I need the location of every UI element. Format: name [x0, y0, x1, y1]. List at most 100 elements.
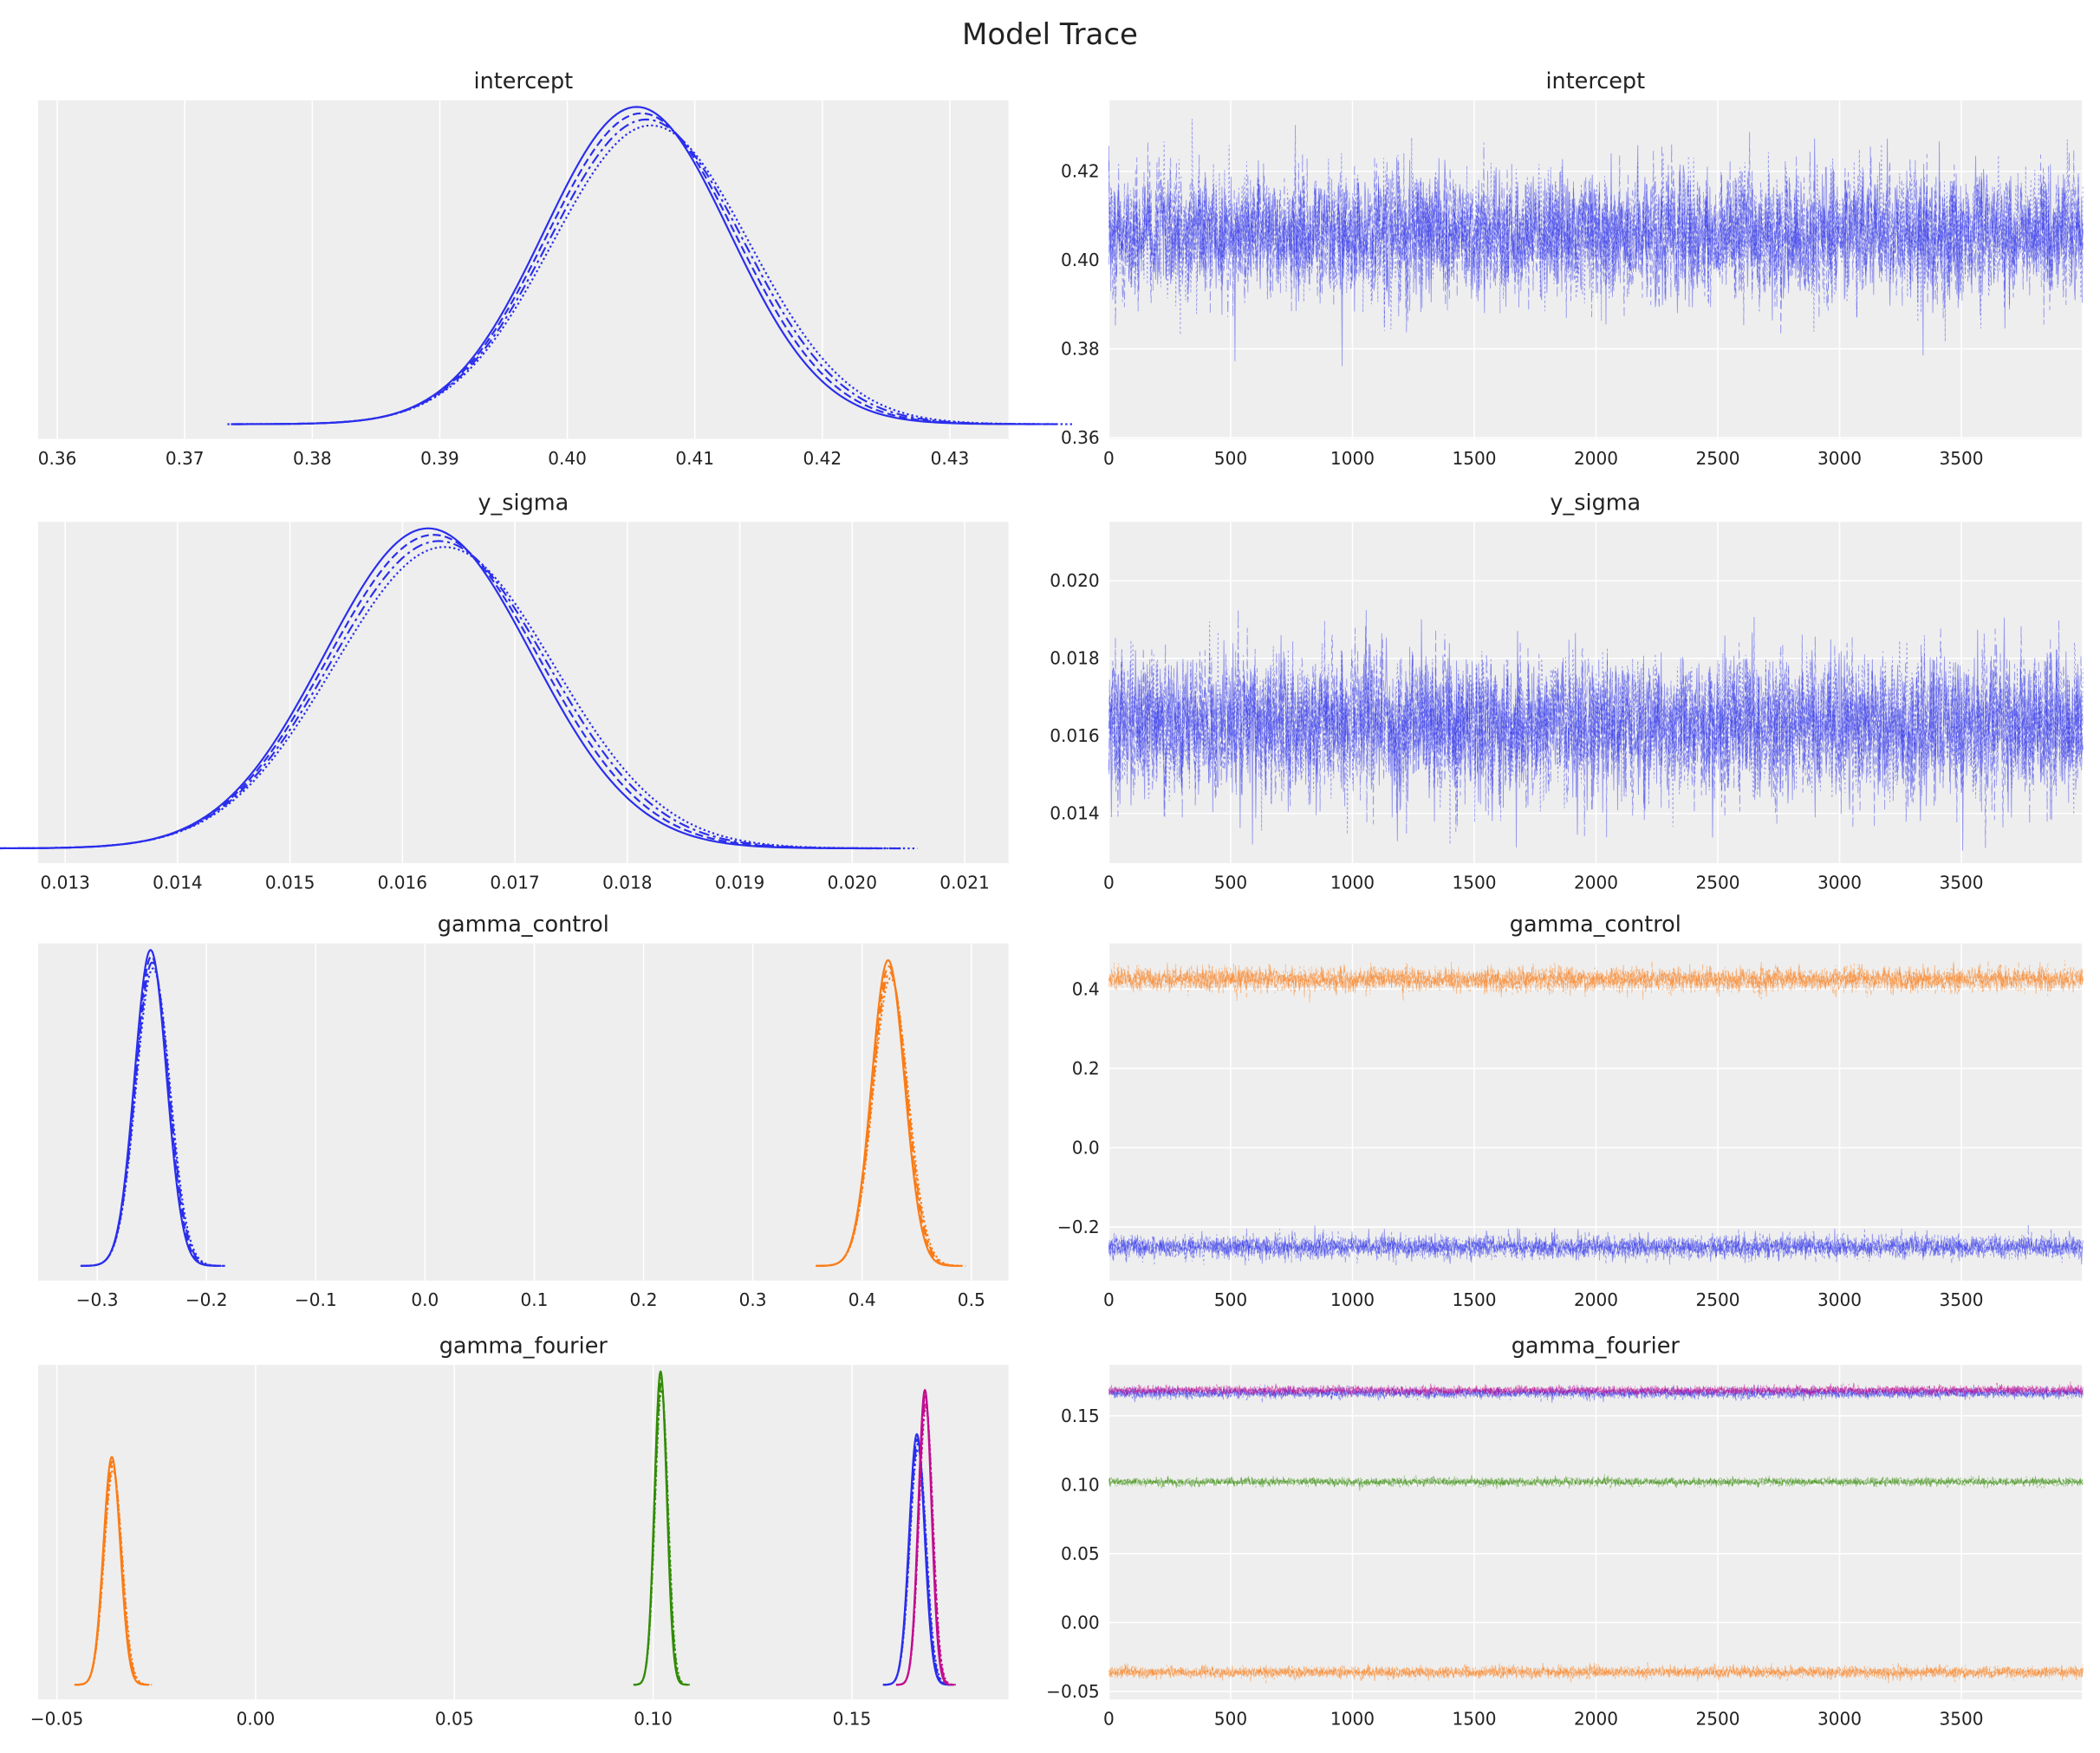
panel-gamma_control-density: gamma_control −0.3 −0.2 −0.1 0.0 0.1 0.2 0.3 0.4…	[38, 912, 1009, 1310]
trace-line-chain-4	[1108, 1228, 2084, 1265]
y-tick-label: 0.15	[1061, 1406, 1100, 1426]
y-tick-label: 0.10	[1061, 1474, 1100, 1495]
y-tick-label: −0.05	[1046, 1681, 1099, 1702]
x-tick-label: 0.43	[931, 448, 970, 469]
x-tick-label: 1500	[1452, 1289, 1496, 1310]
x-tick-label: 1000	[1330, 1289, 1375, 1310]
panel-title: gamma_control	[438, 912, 609, 938]
panel-intercept-density: intercept 0.36 0.37 0.38 0.39 0.40 0.41 0.42 0.4…	[38, 68, 1075, 469]
trace-line-chain-4	[1108, 959, 2084, 1001]
x-tick-label: −0.05	[30, 1709, 83, 1730]
trace-line-chain-2	[1109, 1663, 2084, 1681]
x-tick-label: 0	[1103, 448, 1115, 469]
x-tick-label: 0.1	[520, 1289, 548, 1310]
density-line-chain-4	[0, 546, 918, 850]
x-tick-label: 3500	[1939, 872, 1983, 893]
y-tick-label: 0.018	[1050, 648, 1099, 669]
trace-line-chain-3	[1109, 1474, 2084, 1490]
y-tick-label: 0.014	[1050, 803, 1099, 824]
x-tick-label: 0.10	[634, 1709, 673, 1730]
x-tick-label: 1500	[1452, 872, 1496, 893]
x-tick-label: 0.40	[548, 448, 587, 469]
y-tick-label: 0.4	[1072, 978, 1100, 999]
x-tick-label: 2000	[1574, 1289, 1618, 1310]
x-tick-label: 500	[1214, 448, 1247, 469]
panel-title: y_sigma	[1550, 490, 1641, 516]
x-tick-label: 500	[1214, 872, 1247, 893]
panel-y_sigma-density: y_sigma 0.013 0.014 0.015 0.016 0.017 0.018 0.0…	[0, 490, 1009, 893]
x-tick-label: 0.38	[293, 448, 332, 469]
trace-line-chain-2	[1109, 1384, 2084, 1403]
panel-gamma_fourier-density: gamma_fourier −0.05 0.00 0.05 0.10 0.15	[30, 1333, 1009, 1730]
x-tick-label: 2500	[1695, 872, 1739, 893]
plot-area	[38, 100, 1009, 439]
x-tick-label: 0.013	[40, 872, 89, 893]
panel-title: intercept	[1545, 68, 1645, 94]
y-tick-label: 0.020	[1050, 570, 1099, 591]
x-tick-label: 0.5	[958, 1289, 985, 1310]
x-tick-label: 1500	[1452, 448, 1496, 469]
trace-line-chain-1	[1108, 1225, 2084, 1265]
density-line-chain-4	[74, 1469, 153, 1686]
trace-line-chain-1	[1108, 1662, 2084, 1684]
x-tick-label: 1000	[1330, 1709, 1375, 1730]
x-tick-label: 1000	[1330, 872, 1375, 893]
panel-gamma_control-trace: gamma_control 0 500 1000 1500 2000 2500 3000 350…	[1057, 912, 2084, 1310]
trace-line-chain-3	[1109, 1383, 2084, 1398]
trace-line-chain-4	[1109, 1382, 2084, 1399]
y-tick-label: 0.40	[1061, 250, 1100, 270]
trace-line-chain-2	[1108, 1380, 2084, 1398]
x-tick-label: 3500	[1939, 1709, 1983, 1730]
y-tick-label: −0.2	[1057, 1217, 1100, 1237]
trace-line-chain-1	[1108, 617, 2084, 851]
trace-line-chain-2	[1109, 1474, 2084, 1490]
y-tick-label: 0.0	[1072, 1137, 1100, 1158]
y-tick-label: 0.38	[1061, 339, 1100, 360]
x-tick-label: 0.019	[715, 872, 764, 893]
x-tick-label: −0.1	[295, 1289, 337, 1310]
density-line-chain-4	[895, 1406, 956, 1686]
x-tick-label: 3500	[1939, 1289, 1983, 1310]
panel-title: y_sigma	[478, 490, 569, 516]
density-line-chain-2	[896, 1394, 954, 1686]
trace-line-chain-3	[1109, 1384, 2084, 1403]
x-tick-label: 500	[1214, 1289, 1247, 1310]
plot-area	[38, 943, 1009, 1281]
x-tick-label: 3000	[1817, 872, 1862, 893]
trace-line-chain-1	[1109, 1475, 2084, 1491]
x-tick-label: 1000	[1330, 448, 1375, 469]
panel-title: gamma_fourier	[1512, 1333, 1681, 1359]
trace-line-chain-4	[1108, 1663, 2084, 1685]
x-tick-label: −0.3	[76, 1289, 119, 1310]
x-tick-label: 0	[1103, 1289, 1115, 1310]
x-tick-label: 2500	[1695, 448, 1739, 469]
trace-line-chain-4	[1109, 1385, 2084, 1403]
x-tick-label: 3500	[1939, 448, 1983, 469]
trace-line-chain-2	[1108, 609, 2084, 833]
x-tick-label: 0.0	[411, 1289, 439, 1310]
x-tick-label: 0	[1103, 1709, 1115, 1730]
x-tick-label: 0.37	[166, 448, 205, 469]
density-line-chain-3	[0, 540, 903, 850]
x-tick-label: 2000	[1574, 872, 1618, 893]
trace-line-chain-1	[1109, 1385, 2084, 1403]
x-tick-label: 0.05	[435, 1709, 474, 1730]
plot-area	[38, 1365, 1009, 1700]
trace-line-chain-3	[1109, 1662, 2084, 1683]
density-line-chain-3	[634, 1382, 689, 1686]
x-tick-label: 0.36	[38, 448, 77, 469]
x-tick-label: 3000	[1817, 1289, 1862, 1310]
x-tick-label: 3000	[1817, 448, 1862, 469]
x-tick-label: 2000	[1574, 448, 1618, 469]
x-tick-label: 2500	[1695, 1289, 1739, 1310]
x-tick-label: 0.41	[675, 448, 714, 469]
density-line-chain-4	[80, 967, 226, 1267]
y-tick-label: 0.00	[1061, 1612, 1100, 1633]
figure-title: Model Trace	[962, 17, 1138, 52]
x-tick-label: 0.016	[378, 872, 427, 893]
x-tick-label: 0.42	[803, 448, 842, 469]
x-tick-label: 0.2	[630, 1289, 658, 1310]
x-tick-label: −0.2	[185, 1289, 228, 1310]
trace-line-chain-4	[1108, 119, 2084, 342]
